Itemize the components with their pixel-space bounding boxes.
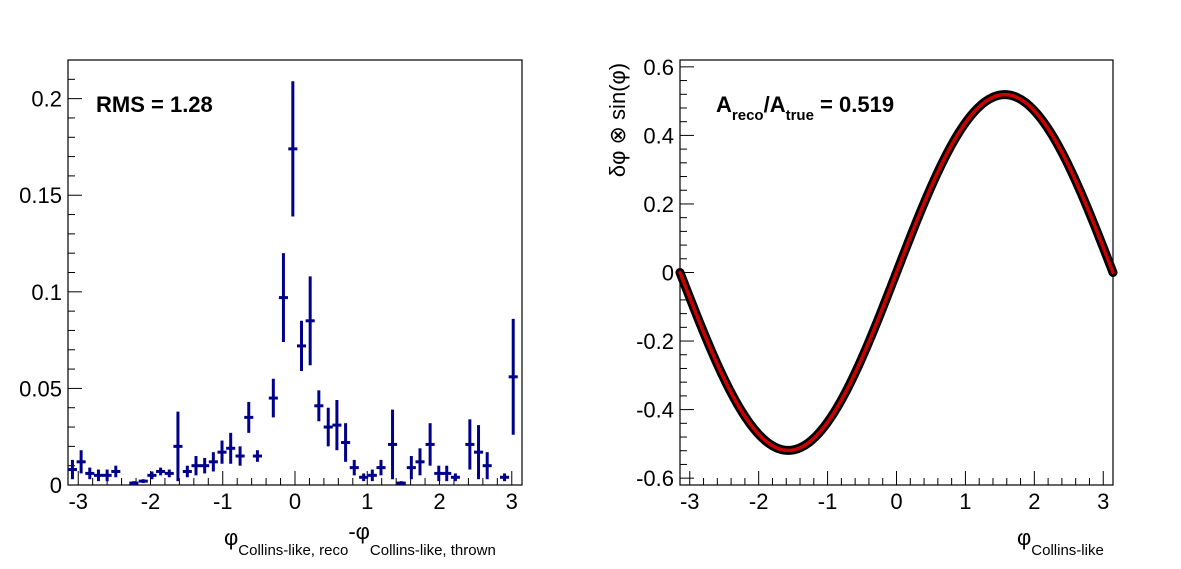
histogram-point	[76, 450, 86, 474]
histogram-point	[425, 423, 435, 466]
annot-value: = 0.519	[814, 92, 894, 117]
histogram-point	[367, 469, 377, 482]
y-tick-label: 0	[662, 261, 674, 286]
y-tick-label: 0.2	[31, 87, 62, 112]
histogram-point	[268, 378, 278, 418]
histogram-point	[102, 469, 112, 482]
x-tick-label: -3	[680, 489, 700, 514]
x-tick-label: 3	[1097, 489, 1109, 514]
x-axis-title: φCollins-like	[1017, 525, 1104, 559]
histogram-point	[442, 465, 452, 482]
left-histogram-plot: -3 -2 -1 0 1 2 300.050.10.150.2 RMS = 1.28φColl…	[19, 59, 523, 559]
x-tick-label: 0	[289, 489, 301, 514]
annot-slash: /	[764, 92, 770, 117]
x-axis-title: φCollins-like, reco-φCollins-like, throw…	[224, 519, 496, 559]
histogram-point	[208, 452, 218, 472]
y-tick-label: 0.05	[19, 376, 62, 401]
histogram-point	[508, 318, 518, 435]
histogram-point	[156, 467, 166, 476]
y-tick-label: 0.4	[643, 123, 674, 148]
histogram-point	[93, 469, 104, 482]
histogram-point	[147, 471, 157, 480]
x-tick-label: -1	[213, 489, 233, 514]
histogram-point	[396, 481, 406, 485]
x-tick-label: 0	[890, 489, 902, 514]
histogram-point	[332, 400, 342, 451]
histogram-point	[235, 446, 245, 466]
x-tick-label: 3	[506, 489, 518, 514]
x-tick-label: 1	[361, 489, 373, 514]
annot-A: A	[716, 92, 732, 117]
histogram-point	[67, 459, 77, 480]
histogram-point	[434, 465, 444, 482]
y-tick-label: 0	[50, 473, 62, 498]
histogram-point	[450, 473, 460, 482]
annot-reco: reco	[732, 107, 764, 124]
histogram-point	[226, 432, 236, 464]
histogram-point	[191, 456, 201, 476]
histogram-point	[465, 419, 475, 470]
x-tick-label: 2	[1028, 489, 1040, 514]
histogram-point	[173, 411, 183, 482]
histogram-point	[415, 448, 425, 476]
histogram-point	[314, 390, 324, 422]
histogram-point	[182, 465, 192, 478]
y-tick-label: -0.2	[636, 329, 674, 354]
histogram-point	[500, 473, 510, 482]
annot-true: true	[786, 107, 814, 124]
histogram-point	[341, 423, 351, 462]
histogram-point	[376, 459, 386, 476]
histogram-point	[388, 409, 398, 480]
y-tick-label: 0.6	[643, 55, 674, 80]
histogram-point	[200, 457, 210, 474]
x-title-phi: φ	[356, 519, 370, 544]
histogram-point	[349, 459, 359, 476]
x-tick-label: -1	[818, 489, 838, 514]
histogram-point	[288, 81, 298, 217]
histogram-point	[406, 456, 416, 480]
ratio-annotation: Areco/Atrue = 0.519	[716, 92, 894, 124]
histogram-point	[164, 469, 174, 478]
histogram-point	[252, 450, 262, 462]
x-tick-label: -2	[141, 489, 161, 514]
histogram-point	[217, 440, 227, 464]
y-tick-label: -0.6	[636, 466, 674, 491]
histogram-point	[244, 401, 254, 433]
x-title-sub: Collins-like	[1031, 542, 1104, 559]
x-title-minus: -	[348, 519, 355, 544]
x-tick-label: 2	[433, 489, 445, 514]
histogram-point	[111, 465, 121, 478]
histogram-point	[129, 481, 139, 485]
histogram-point	[473, 425, 484, 480]
histogram-point	[138, 479, 148, 484]
x-tick-label: 1	[959, 489, 971, 514]
histogram-point	[278, 253, 288, 343]
x-title-phi: φ	[224, 525, 238, 550]
histogram-point	[359, 473, 369, 482]
plot-frame	[67, 59, 523, 486]
x-tick-label: -3	[68, 489, 88, 514]
y-tick-label: 0.2	[643, 192, 674, 217]
annot-A: A	[770, 92, 786, 117]
rms-annotation: RMS = 1.28	[96, 92, 213, 117]
series-line-red	[678, 92, 1115, 453]
y-tick-label: 0.15	[19, 183, 62, 208]
histogram-point	[482, 452, 492, 480]
histogram-point	[296, 320, 307, 372]
x-tick-label: -2	[749, 489, 769, 514]
x-title-sub: Collins-like, reco	[238, 542, 348, 559]
histogram-point	[323, 407, 333, 447]
x-title-sub: Collins-like, thrown	[370, 542, 496, 559]
histogram-point	[85, 467, 95, 480]
right-sine-plot: -3 -2 -1 0 1 2 3-0.6-0.4-0.200.20.40.6Areco/At…	[605, 55, 1118, 559]
y-tick-label: 0.1	[31, 280, 62, 305]
y-tick-label: -0.4	[636, 398, 674, 423]
histogram-point	[305, 276, 315, 366]
y-axis-title: δφ ⊗ sin(φ)	[605, 63, 630, 177]
x-title-phi: φ	[1017, 525, 1031, 550]
